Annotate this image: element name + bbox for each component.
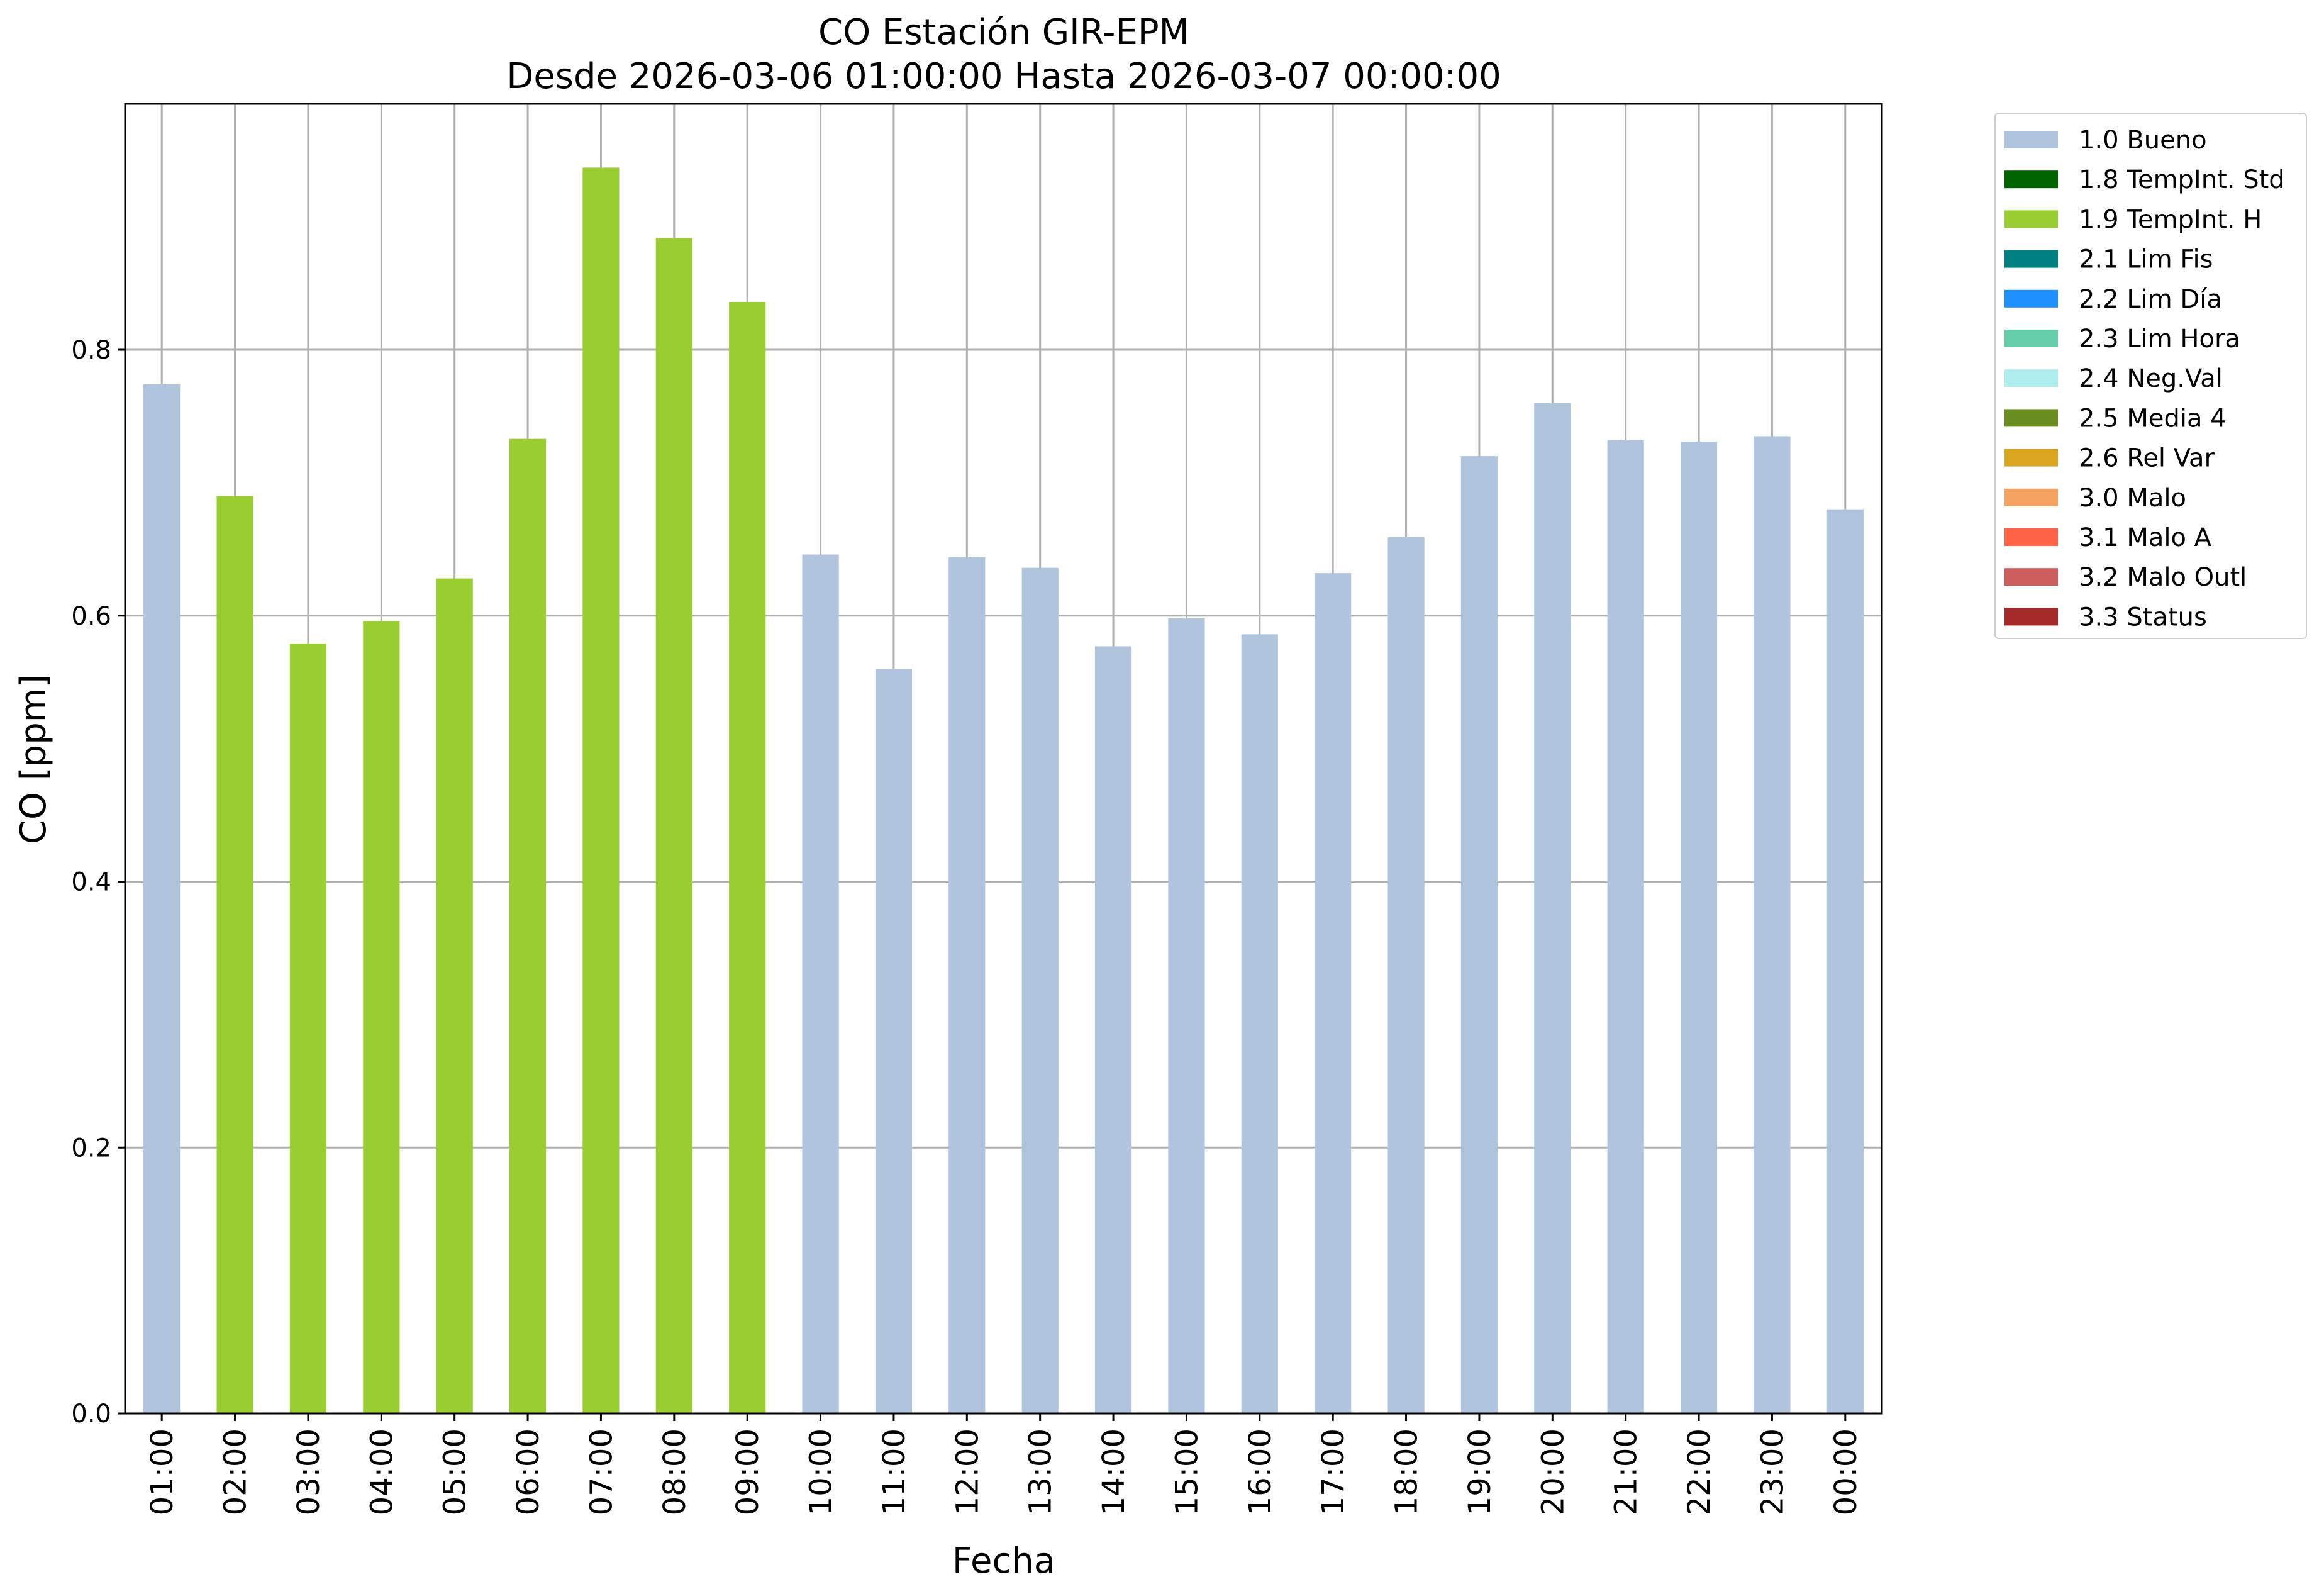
legend-label: 2.4 Neg.Val <box>2079 364 2223 393</box>
bar-0900 <box>729 301 766 1413</box>
legend-swatch <box>2004 449 2058 467</box>
x-tick-label: 09:00 <box>730 1429 765 1515</box>
x-tick-label: 03:00 <box>291 1429 326 1515</box>
legend-swatch <box>2004 528 2058 546</box>
x-tick-label: 13:00 <box>1023 1429 1059 1515</box>
bar-2200 <box>1680 441 1718 1413</box>
x-tick-label: 11:00 <box>877 1429 912 1515</box>
bar-1500 <box>1168 618 1205 1413</box>
x-tick-label: 00:00 <box>1828 1429 1864 1515</box>
y-tick-label: 0.6 <box>71 602 111 631</box>
x-tick-label: 10:00 <box>804 1429 839 1515</box>
x-tick-label: 14:00 <box>1096 1429 1131 1515</box>
x-tick-label: 04:00 <box>364 1429 399 1515</box>
legend-label: 3.3 Status <box>2079 603 2207 632</box>
x-tick-label: 01:00 <box>145 1429 180 1515</box>
legend: 1.0 Bueno 1.8 TempInt. Std 1.9 TempInt. H 2… <box>1994 113 2307 639</box>
x-tick-label: 12:00 <box>950 1429 985 1515</box>
bar-0400 <box>363 621 400 1413</box>
legend-swatch <box>2004 409 2058 427</box>
bar-0700 <box>582 167 620 1413</box>
bar-1900 <box>1460 456 1498 1413</box>
x-tick-label: 02:00 <box>218 1429 253 1515</box>
legend-label: 1.0 Bueno <box>2079 126 2207 155</box>
legend-label: 3.1 Malo A <box>2079 523 2212 552</box>
x-tick-label: 20:00 <box>1535 1429 1571 1515</box>
legend-swatch <box>2004 289 2058 308</box>
legend-swatch <box>2004 250 2058 268</box>
legend-label: 2.3 Lim Hora <box>2079 325 2240 354</box>
x-tick-label: 07:00 <box>584 1429 619 1515</box>
x-tick-label: 06:00 <box>511 1429 546 1515</box>
legend-frame <box>1994 113 2307 639</box>
bar-1800 <box>1387 537 1425 1413</box>
legend-label: 2.2 Lim Día <box>2079 285 2222 314</box>
legend-swatch <box>2004 568 2058 586</box>
bar-2300 <box>1754 436 1791 1413</box>
legend-label: 1.8 TempInt. Std <box>2079 165 2285 194</box>
legend-label: 3.2 Malo Outl <box>2079 563 2247 592</box>
bar-1200 <box>948 557 986 1413</box>
bar-1400 <box>1094 646 1132 1413</box>
bar-1600 <box>1241 634 1278 1413</box>
legend-label: 2.6 Rel Var <box>2079 444 2215 473</box>
bar-1000 <box>802 554 839 1414</box>
legend-swatch <box>2004 170 2058 189</box>
y-tick-label: 0.8 <box>71 336 111 365</box>
bar-0200 <box>216 496 253 1413</box>
y-axis-ticks: 0.0 0.2 0.4 0.6 0.8 <box>71 336 125 1429</box>
x-tick-label: 21:00 <box>1609 1429 1644 1515</box>
legend-label: 3.0 Malo <box>2079 484 2186 513</box>
bar-2000 <box>1534 403 1571 1413</box>
bar-1100 <box>875 669 913 1413</box>
legend-label: 2.5 Media 4 <box>2079 404 2227 433</box>
y-tick-label: 0.0 <box>71 1400 111 1429</box>
y-tick-label: 0.2 <box>71 1134 111 1162</box>
legend-label: 2.1 Lim Fis <box>2079 245 2213 274</box>
x-tick-label: 15:00 <box>1169 1429 1204 1515</box>
bar-0500 <box>436 578 473 1413</box>
x-tick-label: 08:00 <box>657 1429 692 1515</box>
bar-0100 <box>143 384 181 1413</box>
x-tick-label: 18:00 <box>1389 1429 1425 1515</box>
x-axis-ticks: 01:00 02:00 03:00 04:00 05:00 06:00 07:00 08:00… <box>145 1413 1864 1515</box>
bar-2100 <box>1607 440 1644 1413</box>
bars-layer <box>143 167 1864 1414</box>
bar-0300 <box>289 644 327 1413</box>
bar-0000 <box>1826 509 1864 1413</box>
legend-label: 1.9 TempInt. H <box>2079 205 2262 234</box>
x-axis-label: Fecha <box>952 1541 1055 1581</box>
x-tick-label: 23:00 <box>1755 1429 1790 1515</box>
y-axis-label: CO [ppm] <box>13 674 54 844</box>
legend-swatch <box>2004 369 2058 387</box>
legend-swatch <box>2004 330 2058 347</box>
x-tick-label: 22:00 <box>1682 1429 1717 1515</box>
legend-swatch <box>2004 608 2058 626</box>
bar-0600 <box>509 438 547 1413</box>
x-tick-label: 16:00 <box>1243 1429 1278 1515</box>
x-tick-label: 19:00 <box>1462 1429 1498 1515</box>
y-tick-label: 0.4 <box>71 868 111 897</box>
chart-title: CO Estación GIR-EPM <box>818 12 1189 53</box>
plot-frame <box>124 103 1883 1415</box>
x-tick-label: 17:00 <box>1316 1429 1351 1515</box>
bar-1700 <box>1315 573 1352 1413</box>
bar-0800 <box>655 238 692 1413</box>
legend-swatch <box>2004 210 2058 228</box>
legend-swatch <box>2004 131 2058 148</box>
bar-1300 <box>1021 567 1059 1413</box>
chart-subtitle: Desde 2026-03-06 01:00:00 Hasta 2026-03-… <box>506 56 1501 97</box>
legend-swatch <box>2004 488 2058 506</box>
x-tick-label: 05:00 <box>438 1429 473 1515</box>
